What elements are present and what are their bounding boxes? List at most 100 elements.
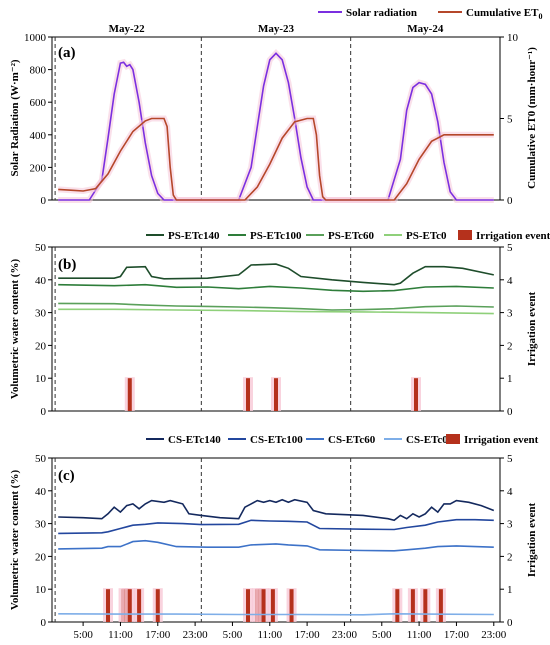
irrigation-bar (137, 589, 142, 622)
legend-label-solar: Solar radiation (346, 7, 417, 19)
irrigation-bar (274, 378, 278, 411)
y-tick-label-left: 30 (35, 519, 47, 531)
y-tick-label-left: 30 (35, 308, 47, 320)
x-tick-label: 5:00 (223, 629, 243, 641)
legend-label: CS-ETc140 (168, 434, 221, 446)
panel-label-a: (a) (58, 45, 76, 61)
panel-a: Solar radiation Cumulative ET0 May-22 May-… (9, 7, 542, 207)
x-tick-label: 17:00 (444, 629, 470, 641)
irrigation-bars-b (124, 377, 421, 411)
day-label-1: May-22 (109, 23, 146, 35)
y-tick-label-left: 600 (30, 97, 47, 109)
y-tick-label-left: 20 (35, 340, 47, 352)
day-labels: May-22 May-23 May-24 (109, 23, 444, 35)
series-b (58, 263, 494, 315)
x-tick-labels: 5:00 11:00 17:00 23:00 5:00 11:00 17:00 23:00 5:… (73, 622, 507, 641)
y-tick-label-right: 1 (507, 584, 513, 596)
ticks-c: 0 10 20 30 40 50 0 1 2 3 4 5 (35, 453, 513, 629)
ticks-a: 0 200 400 600 800 1000 0 5 10 (24, 32, 519, 207)
legend-c: CS-ETc140 CS-ETc100 CS-ETc60 CS-ETc0 Irrigat… (146, 434, 539, 446)
irrigation-bar (246, 589, 250, 622)
y-tick-label-left: 10 (35, 584, 47, 596)
legend-swatch-irrigation (446, 434, 460, 444)
y-tick-label-left: 10 (35, 373, 47, 385)
y-tick-label-left: 800 (30, 65, 47, 77)
panel-b: PS-ETc140 PS-ETc100 PS-ETc60 PS-ETc0 Irrigat… (9, 230, 550, 418)
legend-a: Solar radiation Cumulative ET0 (318, 7, 542, 21)
x-tick-label: 11:00 (407, 629, 432, 641)
y-tick-label-right: 1 (507, 373, 513, 385)
series-line-ps-etc100 (58, 283, 494, 293)
day-label-3: May-24 (407, 23, 444, 35)
ticks-b: 0 10 20 30 40 50 0 1 2 3 4 5 (35, 242, 513, 418)
x-tick-label: 17:00 (145, 629, 171, 641)
irrigation-bars-c (103, 588, 446, 622)
legend-label: CS-ETc0 (406, 434, 448, 446)
y-tick-label-left: 400 (30, 130, 47, 142)
y-tick-label-left: 0 (41, 617, 47, 629)
y-tick-label-right: 3 (507, 308, 513, 320)
y-tick-label-left: 1000 (24, 32, 47, 44)
irrigation-bar (410, 589, 415, 622)
y-tick-label-right: 5 (507, 114, 513, 126)
x-tick-label: 11:00 (257, 629, 282, 641)
y-tick-label-left: 200 (30, 162, 47, 174)
y-tick-label-left: 40 (35, 486, 47, 498)
cumulative-et0-line (58, 117, 494, 201)
series-a (58, 48, 494, 203)
y-tick-label-right: 5 (507, 242, 513, 254)
y-tick-label-right: 4 (507, 275, 513, 287)
panel-label-b: (b) (58, 257, 76, 273)
legend-label: Irrigation event (464, 434, 539, 446)
series-line-ps-etc60 (58, 302, 494, 311)
y-tick-label-left: 20 (35, 551, 47, 563)
series-line-cs-etc60 (58, 539, 494, 552)
irrigation-bar (270, 589, 275, 622)
x-tick-label: 23:00 (481, 629, 507, 641)
legend-label: PS-ETc140 (168, 230, 220, 242)
series-line-cs-etc0 (58, 612, 494, 616)
y-tick-label-left: 50 (35, 453, 47, 465)
y-tick-label-right: 0 (507, 617, 513, 629)
legend-label: PS-ETc0 (406, 230, 447, 242)
legend-label: CS-ETc60 (328, 434, 376, 446)
subscript-0: 0 (538, 12, 542, 21)
irrigation-bar (395, 589, 400, 622)
x-tick-label: 23:00 (332, 629, 358, 641)
legend-swatch-irrigation (458, 230, 472, 240)
y-tick-label-left: 0 (41, 195, 47, 207)
irrigation-bar (423, 589, 428, 622)
y-tick-label-right: 0 (507, 195, 513, 207)
series-c (58, 498, 495, 616)
x-tick-label: 5:00 (73, 629, 93, 641)
y-tick-label-right: 10 (507, 32, 519, 44)
series-line-ps-etc140 (58, 263, 494, 286)
legend-label: CS-ETc100 (250, 434, 303, 446)
y-tick-label-right: 4 (507, 486, 513, 498)
day-dividers-c (54, 458, 352, 622)
y-axis-label-left-c: Volumetric water content (%) (9, 470, 21, 611)
day-label-2: May-23 (258, 23, 295, 35)
irrigation-bar (414, 378, 418, 411)
y-tick-label-right: 3 (507, 519, 513, 531)
y-axis-label-right-a: Cumulative ET0 (mm·hour⁻¹) (526, 47, 538, 189)
legend-label: Irrigation event (476, 230, 550, 242)
legend-b: PS-ETc140 PS-ETc100 PS-ETc60 PS-ETc0 Irrigat… (146, 230, 550, 242)
irrigation-bar (289, 589, 294, 622)
y-tick-label-right: 2 (507, 340, 513, 352)
irrigation-bar (106, 589, 110, 622)
legend-label: PS-ETc60 (328, 230, 375, 242)
y-axis-label-right-c: Irrigation event (526, 503, 538, 578)
y-tick-label-left: 50 (35, 242, 47, 254)
legend-label-et0: Cumulative ET0 (466, 7, 542, 21)
y-tick-label-left: 0 (41, 406, 47, 418)
series-line-ps-etc0 (58, 308, 494, 315)
y-axis-label-left-a: Solar Radiation (W·m⁻²) (9, 59, 21, 176)
solar-radiation-line (58, 52, 494, 201)
series-line-cs-etc140 (58, 498, 495, 522)
y-tick-label-left: 40 (35, 275, 47, 287)
y-tick-label-right: 5 (507, 453, 513, 465)
panel-label-c: (c) (58, 468, 75, 484)
legend-label: PS-ETc100 (250, 230, 302, 242)
